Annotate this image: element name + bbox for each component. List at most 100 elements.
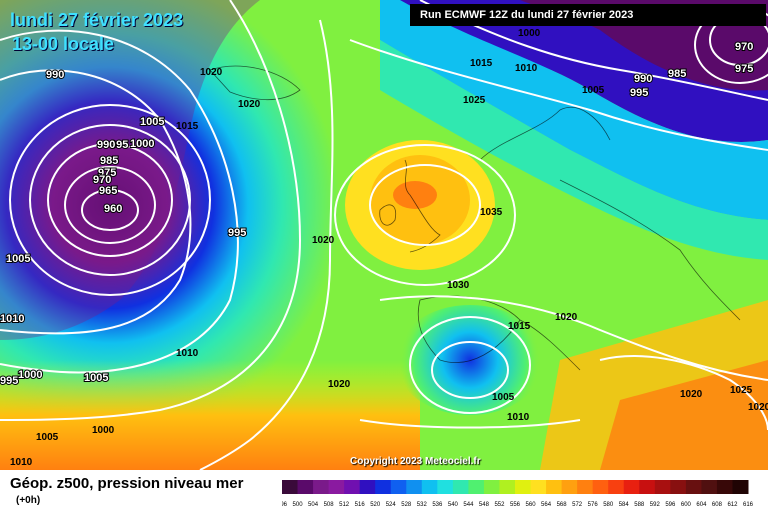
isobar-label: 1030	[447, 280, 470, 291]
isobar-label: 990	[46, 69, 64, 81]
legend-swatch	[328, 480, 345, 494]
isobar-label: 1025	[463, 95, 486, 106]
isobar-label: 995	[0, 375, 18, 387]
isobar-label: 1010	[10, 457, 33, 468]
legend-ticks: 496 500 504 508 512 516 520 524 528 532 536 540 544 5…	[282, 502, 754, 508]
isobar-label: 1010	[176, 348, 199, 359]
isobar-label: 1025	[730, 385, 753, 396]
isobar-label: 970	[735, 41, 753, 53]
isobar-label: 1005	[492, 392, 515, 403]
color-legend: 496 500 504 508 512 516 520 524 528 532 536 540 544 5…	[282, 480, 754, 508]
legend-swatch	[732, 480, 749, 494]
isobar-label: 1005	[140, 116, 164, 128]
legend-tick-label: 504	[308, 502, 319, 508]
legend-tick-label: 588	[634, 502, 645, 508]
legend-swatch	[639, 480, 656, 494]
legend-swatch	[282, 480, 299, 494]
legend-swatch	[623, 480, 640, 494]
legend-tick-label: 600	[681, 502, 692, 508]
legend-tick-label: 568	[557, 502, 568, 508]
date-title: lundi 27 février 2023	[10, 10, 184, 30]
isobar-label: 1015	[470, 58, 493, 69]
isobar-label: 995	[228, 227, 246, 239]
legend-tick-label: 520	[370, 502, 381, 508]
isobar-label: 995	[110, 139, 128, 151]
legend-swatch	[685, 480, 702, 494]
legend-tick-label: 596	[665, 502, 676, 508]
isobar-label: 1020	[312, 235, 335, 246]
isobar-label: 1020	[200, 67, 223, 78]
legend-swatch	[468, 480, 485, 494]
isobar-label: 1010	[515, 63, 538, 74]
isobar-label: 975	[735, 63, 753, 75]
isobar-label: 990	[97, 139, 115, 151]
isobar-label: 995	[630, 87, 648, 99]
legend-tick-label: 572	[572, 502, 583, 508]
isobar-label: 1010	[0, 313, 24, 325]
isobar-label: 1000	[92, 425, 115, 436]
weather-map: 1000 1015 1010 970 975 990 985 990 995 1…	[0, 0, 768, 470]
legend-swatch	[577, 480, 594, 494]
isobar-label: 965	[99, 185, 117, 197]
pressure-labels: 1000 1015 1010 970 975 990 985 990 995 1…	[0, 28, 768, 468]
legend-tick-label: 532	[417, 502, 428, 508]
legend-tick-label: 536	[432, 502, 443, 508]
isobar-label: 1000	[130, 138, 154, 150]
legend-swatch	[499, 480, 516, 494]
legend-swatch	[608, 480, 625, 494]
legend-tick-label: 616	[743, 502, 754, 508]
legend-swatch	[530, 480, 547, 494]
legend-swatch	[421, 480, 438, 494]
legend-swatch	[359, 480, 376, 494]
legend-tick-label: 540	[448, 502, 459, 508]
legend-tick-label: 552	[494, 502, 505, 508]
legend-tick-label: 564	[541, 502, 552, 508]
legend-tick-label: 604	[696, 502, 707, 508]
legend-tick-label: 608	[712, 502, 723, 508]
legend-tick-label: 612	[727, 502, 738, 508]
legend-tick-label: 508	[324, 502, 335, 508]
legend-tick-label: 544	[463, 502, 474, 508]
legend-tick-label: 584	[619, 502, 630, 508]
time-title: 13-00 locale	[12, 34, 115, 54]
legend-tick-label: 500	[293, 502, 304, 508]
isobar-label: 990	[634, 73, 652, 85]
legend-swatch	[592, 480, 609, 494]
legend-tick-label: 496	[282, 502, 288, 508]
isobar-label: 1005	[582, 85, 605, 96]
isobar-label: 1010	[507, 412, 530, 423]
isobar-label: 1020	[748, 402, 768, 413]
legend-tick-label: 580	[603, 502, 614, 508]
isobar-label: 1015	[508, 321, 531, 332]
legend-swatch	[313, 480, 330, 494]
legend-swatch	[297, 480, 314, 494]
legend-swatch	[654, 480, 671, 494]
legend-tick-label: 524	[386, 502, 397, 508]
legend-swatch	[483, 480, 500, 494]
legend-swatch	[375, 480, 392, 494]
legend-swatch	[670, 480, 687, 494]
isobar-label: 1020	[238, 99, 261, 110]
isobar-label: 1000	[18, 369, 42, 381]
legend-swatch	[344, 480, 361, 494]
isobar-label: 1005	[6, 253, 30, 265]
legend-swatches	[282, 480, 749, 494]
legend-swatch	[437, 480, 454, 494]
legend-tick-label: 592	[650, 502, 661, 508]
legend-swatch	[390, 480, 407, 494]
chart-title: Géop. z500, pression niveau mer	[10, 475, 244, 492]
isobar-label: 1000	[518, 28, 541, 39]
legend-tick-label: 560	[526, 502, 537, 508]
legend-tick-label: 576	[588, 502, 599, 508]
high-center-label: 1035	[480, 207, 503, 218]
low-center-label: 960	[104, 203, 122, 215]
legend-swatch	[515, 480, 532, 494]
legend-tick-label: 528	[401, 502, 412, 508]
isobar-label: 1020	[555, 312, 578, 323]
run-info: Run ECMWF 12Z du lundi 27 février 2023	[410, 4, 766, 26]
legend-swatch	[546, 480, 563, 494]
legend-tick-label: 556	[510, 502, 521, 508]
legend-swatch	[716, 480, 733, 494]
legend-swatch	[701, 480, 718, 494]
